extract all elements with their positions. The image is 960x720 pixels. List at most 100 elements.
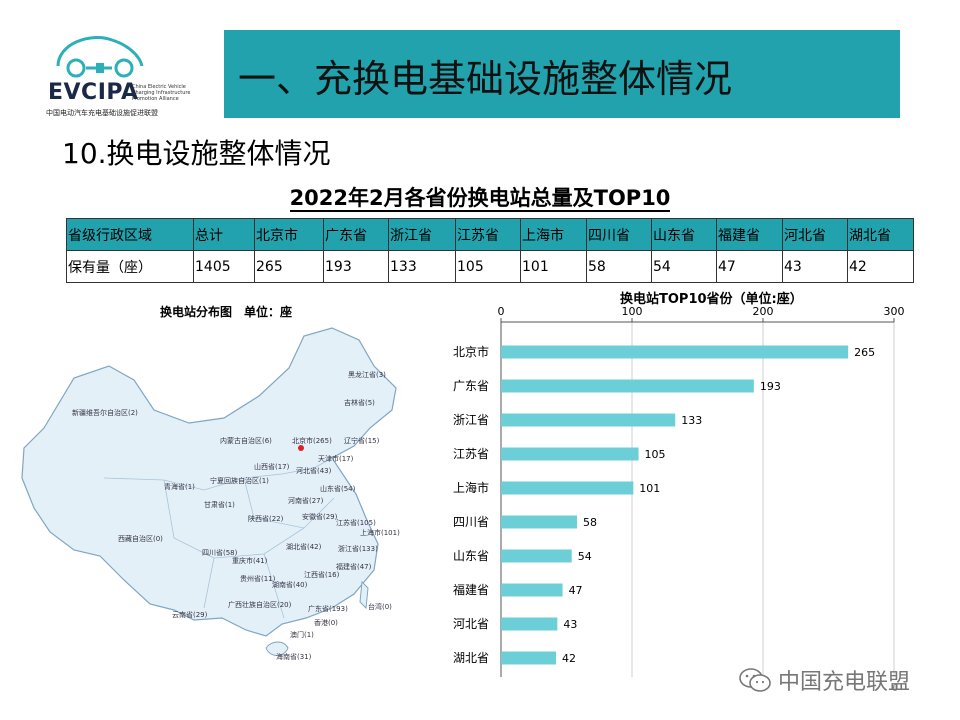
map-label: 江西省(16)	[304, 571, 340, 579]
x-tick-label: 200	[753, 305, 774, 318]
page-number: 6	[892, 684, 898, 694]
table-cell: 42	[847, 250, 914, 283]
category-label: 北京市	[453, 344, 489, 359]
data-label: 193	[760, 380, 781, 393]
data-label: 105	[645, 448, 666, 461]
data-label: 43	[563, 618, 577, 631]
map-label: 福建省(47)	[336, 563, 372, 571]
map-label: 宁夏回族自治区(1)	[210, 477, 269, 485]
category-label: 浙江省	[453, 413, 489, 427]
data-label: 101	[639, 482, 660, 495]
map-label: 上海市(101)	[360, 529, 400, 537]
table-header-cell: 江苏省	[455, 218, 521, 251]
table-cell: 193	[323, 250, 389, 283]
bar	[501, 515, 577, 529]
title-banner: 一、充换电基础设施整体情况	[224, 30, 900, 118]
table-cell: 133	[388, 250, 456, 283]
table-header-cell: 北京市	[254, 218, 324, 251]
bar	[501, 413, 676, 427]
bar	[501, 481, 634, 495]
top10-bar-chart: 0 100 200 300 北京市 265 广东省 193 浙江省 133 江苏省 105 上海市 101…	[453, 305, 905, 677]
map-label: 湖北省(42)	[286, 543, 322, 551]
data-label: 133	[681, 414, 702, 427]
evcipa-logo: EVCIPA China Electric Vehicle Charging I…	[40, 30, 200, 120]
category-label: 河北省	[453, 617, 489, 631]
map-label: 澳门(1)	[290, 631, 314, 639]
map-label: 天津市(17)	[318, 455, 354, 463]
map-label: 安徽省(29)	[302, 513, 338, 521]
bar	[501, 447, 639, 461]
banner-title: 一、充换电基础设施整体情况	[238, 57, 733, 101]
watermark-text: 中国充电联盟	[778, 670, 911, 695]
table-header-cell: 福建省	[716, 218, 783, 251]
bar	[501, 549, 572, 563]
map-label: 浙江省(133)	[338, 545, 378, 553]
map-label: 西藏自治区(0)	[118, 535, 163, 543]
table-header-cell: 山东省	[651, 218, 717, 251]
table-header-cell: 湖北省	[847, 218, 914, 251]
table-header-row: 省级行政区域 总计 北京市 广东省 浙江省 江苏省 上海市 四川省 山东省 福建…	[66, 218, 914, 251]
map-label: 黑龙江省(3)	[348, 371, 386, 379]
x-tick-label: 300	[884, 305, 905, 318]
map-label: 湖南省(40)	[272, 581, 308, 589]
table-header-cell: 省级行政区域	[66, 218, 194, 251]
map-label: 新疆维吾尔自治区(2)	[72, 409, 138, 417]
map-label: 北京市(265)	[292, 437, 332, 445]
map-label: 台湾(0)	[368, 603, 392, 611]
table-data-row: 保有量（座） 1405 265 193 133 105 101 58 54 47…	[66, 250, 914, 283]
map-label: 四川省(58)	[202, 549, 238, 557]
table-cell: 保有量（座）	[66, 250, 194, 283]
beijing-marker	[298, 445, 304, 451]
table-title-text: 2022年2月各省份换电站总量及TOP10	[289, 186, 671, 212]
map-label: 广东省(193)	[308, 605, 348, 613]
table-header-cell: 四川省	[586, 218, 652, 251]
bar	[501, 583, 563, 597]
category-label: 广东省	[453, 379, 489, 393]
table-cell: 47	[716, 250, 783, 283]
table-title: 2022年2月各省份换电站总量及TOP10	[0, 182, 960, 212]
map-label: 江苏省(105)	[336, 519, 376, 527]
table-header-cell: 上海市	[520, 218, 587, 251]
map-label: 辽宁省(15)	[344, 437, 380, 445]
table-cell: 265	[254, 250, 324, 283]
x-tick-label: 0	[498, 305, 505, 318]
map-label: 河北省(43)	[296, 467, 332, 475]
map-label: 青海省(1)	[164, 483, 195, 491]
table-header-cell: 浙江省	[388, 218, 456, 251]
data-label: 58	[583, 516, 597, 529]
table-header-cell: 广东省	[323, 218, 389, 251]
map-label: 广西壮族自治区(20)	[228, 601, 292, 609]
map-label: 山西省(17)	[254, 463, 290, 471]
data-label: 42	[562, 652, 576, 665]
stats-table: 省级行政区域 总计 北京市 广东省 浙江省 江苏省 上海市 四川省 山东省 福建…	[66, 218, 914, 283]
china-map-outline	[21, 327, 397, 656]
map-label: 甘肃省(1)	[204, 501, 235, 509]
chart-title: 换电站TOP10省份（单位:座）	[620, 292, 803, 307]
china-distribution-map: 黑龙江省(3) 吉林省(5) 新疆维吾尔自治区(2) 内蒙古自治区(6) 北京市…	[14, 318, 422, 680]
x-tick-label: 100	[622, 305, 643, 318]
section-subheading: 10.换电设施整体情况	[62, 137, 331, 170]
map-label: 山东省(54)	[320, 485, 356, 493]
category-label: 福建省	[453, 582, 489, 597]
table-cell: 101	[520, 250, 587, 283]
bar	[501, 345, 849, 359]
watermark: 中国充电联盟	[738, 664, 910, 696]
car-plug-icon	[56, 36, 144, 78]
wechat-icon	[739, 668, 771, 692]
category-label: 山东省	[453, 549, 489, 563]
data-label: 265	[854, 346, 875, 359]
table-cell: 58	[586, 250, 652, 283]
logo-english: China Electric Vehicle Charging Infrastr…	[132, 84, 191, 102]
map-label: 内蒙古自治区(6)	[220, 437, 272, 445]
data-label: 47	[569, 584, 583, 597]
map-label: 陕西省(22)	[248, 515, 284, 523]
table-header-cell: 总计	[193, 218, 255, 251]
map-label: 河南省(27)	[288, 497, 324, 505]
data-label: 54	[578, 550, 592, 563]
bar	[501, 379, 754, 393]
map-label: 香港(0)	[314, 619, 338, 627]
category-label: 湖北省	[453, 650, 489, 665]
logo-brand: EVCIPA	[48, 80, 139, 105]
map-label: 海南省(31)	[276, 653, 312, 661]
table-cell: 105	[455, 250, 521, 283]
